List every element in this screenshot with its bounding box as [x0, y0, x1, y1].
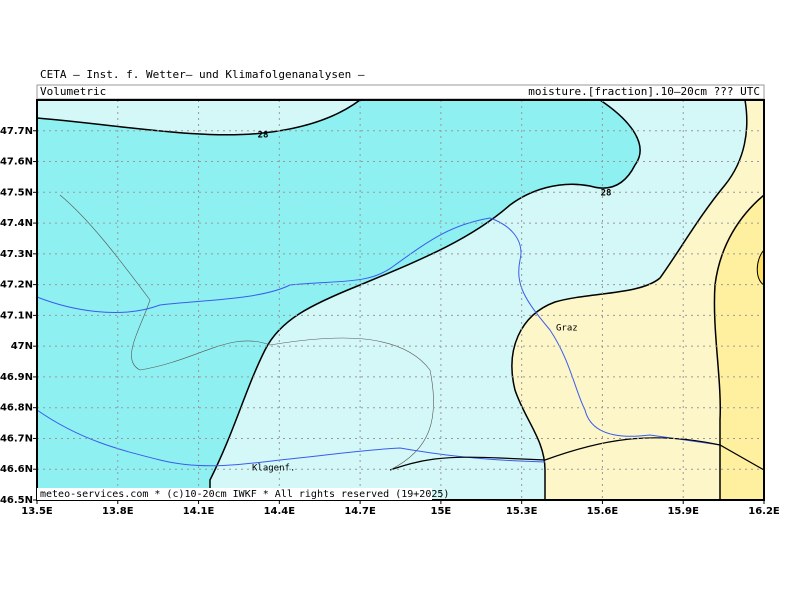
y-tick-label: 46.7N	[0, 433, 33, 444]
y-tick-label: 47.7N	[0, 126, 33, 137]
border	[59, 194, 434, 471]
y-tick-label: 47.1N	[0, 310, 33, 321]
x-tick-label: 13.8E	[102, 506, 134, 517]
y-tick-label: 47.5N	[0, 187, 33, 198]
x-tick-label: 14.1E	[183, 506, 215, 517]
footer-bar	[37, 488, 432, 500]
title: CETA – Inst. f. Wetter– und Klimafolgena…	[40, 68, 365, 81]
yellow-region	[713, 193, 765, 501]
river	[36, 217, 721, 446]
y-tick-label: 47.2N	[0, 280, 33, 291]
x-tick-label: 14.4E	[264, 506, 296, 517]
place-label: Klagenf.	[252, 464, 295, 474]
river	[36, 409, 546, 467]
x-tick-label: 15E	[431, 506, 452, 517]
x-tick-label: 15.6E	[587, 506, 619, 517]
x-tick-label: 16.2E	[748, 506, 780, 517]
x-tick-label: 13.5E	[21, 506, 53, 517]
x-tick-label: 15.9E	[667, 506, 699, 517]
y-tick-label: 47.4N	[0, 218, 33, 229]
light-yellow-region	[511, 99, 765, 501]
header-left: Volumetric	[40, 85, 106, 98]
y-tick-label: 46.6N	[0, 464, 33, 475]
contour-label: 28	[601, 189, 612, 199]
contour-label: 28	[258, 131, 269, 141]
dark-cyan-region	[36, 99, 641, 501]
y-tick-label: 46.5N	[0, 495, 33, 506]
y-tick-label: 47N	[11, 341, 33, 352]
x-tick-label: 14.7E	[344, 506, 376, 517]
x-tick-label: 15.3E	[506, 506, 538, 517]
y-tick-label: 47.6N	[0, 157, 33, 168]
y-tick-label: 46.9N	[0, 372, 33, 383]
border	[389, 437, 765, 471]
place-label: Graz	[556, 324, 578, 334]
header-right: moisture.[fraction].10–20cm ??? UTC	[528, 85, 760, 98]
y-tick-label: 47.3N	[0, 249, 33, 260]
map-area	[36, 99, 765, 501]
footer: meteo-services.com * (c)10-20cm IWKF * A…	[40, 489, 449, 500]
y-tick-label: 46.8N	[0, 403, 33, 414]
